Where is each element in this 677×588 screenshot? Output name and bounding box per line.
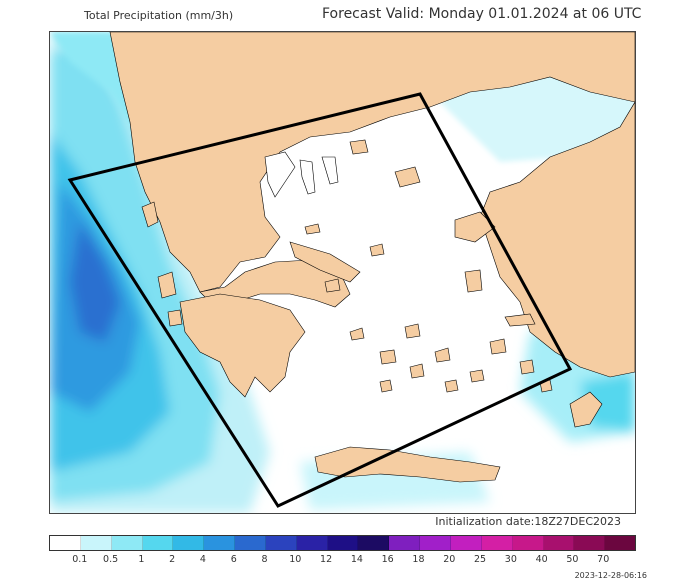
legend-swatch xyxy=(450,536,482,550)
legend-tick-label: 2 xyxy=(169,554,176,565)
legend-swatch xyxy=(605,536,636,550)
legend-tick-label: 10 xyxy=(289,554,302,565)
legend-swatch xyxy=(481,536,513,550)
legend-tick-label: 12 xyxy=(320,554,333,565)
legend-swatch xyxy=(327,536,359,550)
legend-tick-labels: 0.1 0.5 1 2 4 6 8 10 12 14 16 18 20 25 30 40 50 70 xyxy=(49,554,634,568)
legend-swatch xyxy=(420,536,451,550)
chart-title: Total Precipitation (mm/3h) xyxy=(84,9,234,22)
land xyxy=(109,32,635,483)
legend-tick-label: 70 xyxy=(597,554,610,565)
legend-tick-label: 30 xyxy=(504,554,517,565)
legend-swatch xyxy=(111,536,143,550)
precipitation-field-west xyxy=(50,32,270,513)
legend-swatch xyxy=(235,536,266,550)
legend-tick-label: 50 xyxy=(566,554,579,565)
legend-tick-label: 0.5 xyxy=(103,554,119,565)
chalkidiki xyxy=(264,151,339,198)
legend-tick-label: 4 xyxy=(199,554,206,565)
legend-tick-label: 1 xyxy=(138,554,145,565)
legend-swatch xyxy=(358,536,390,550)
legend-swatch xyxy=(296,536,328,550)
legend-colorbar xyxy=(49,535,636,551)
forecast-domain-box xyxy=(67,92,573,508)
legend-swatch xyxy=(574,536,606,550)
legend-tick-label: 16 xyxy=(381,554,394,565)
legend-tick-label: 40 xyxy=(535,554,548,565)
legend-swatch xyxy=(50,536,81,550)
legend-tick-label: 20 xyxy=(443,554,456,565)
initialization-date: Initialization date:18Z27DEC2023 xyxy=(435,515,621,528)
legend-swatch xyxy=(512,536,544,550)
legend-tick-label: 8 xyxy=(261,554,268,565)
legend-tick-label: 14 xyxy=(350,554,363,565)
legend-swatch xyxy=(543,536,575,550)
legend-tick-label: 18 xyxy=(412,554,425,565)
forecast-valid-label: Forecast Valid: Monday 01.01.2024 at 06 … xyxy=(322,6,642,22)
legend-swatch xyxy=(80,536,112,550)
legend-tick-label: 6 xyxy=(230,554,237,565)
legend-tick-label: 0.1 xyxy=(72,554,88,565)
legend-swatch xyxy=(173,536,205,550)
legend-swatch xyxy=(389,536,421,550)
legend-swatch xyxy=(142,536,174,550)
legend-swatch xyxy=(204,536,236,550)
legend-swatch xyxy=(265,536,297,550)
precipitation-map xyxy=(49,31,636,514)
legend-tick-label: 25 xyxy=(474,554,487,565)
timestamp: 2023-12-28-06:16 xyxy=(574,571,647,580)
